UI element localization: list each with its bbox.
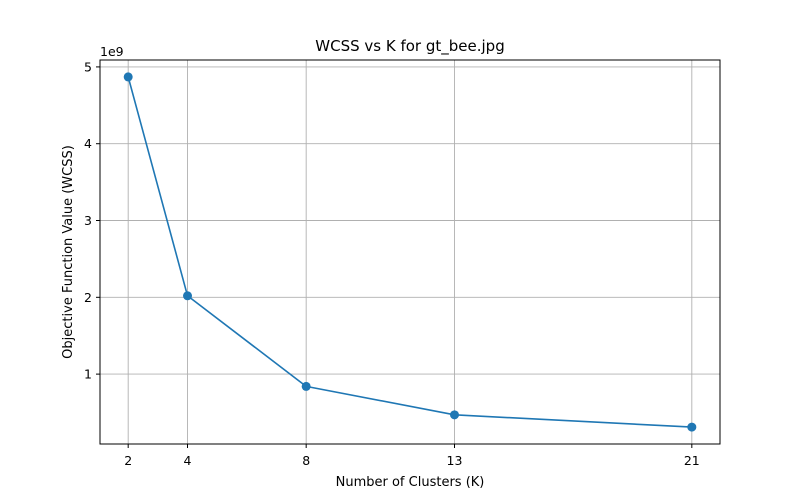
chart-title: WCSS vs K for gt_bee.jpg [315,37,504,56]
series-layer [123,72,697,432]
data-point [687,422,697,432]
data-point [123,72,133,82]
x-tick-label: 4 [184,453,192,468]
y-tick-label: 4 [84,136,92,151]
x-tick-label: 8 [302,453,310,468]
data-point [301,381,311,391]
data-point [183,291,193,301]
series-line [127,76,692,428]
data-point [449,410,459,420]
y-axis-offset-label: 1e9 [100,44,124,59]
x-tick-label: 13 [447,453,463,468]
x-tick-label: 2 [124,453,132,468]
y-axis-label: Objective Function Value (WCSS) [61,145,76,359]
grid-layer [100,60,720,444]
y-tick-label: 2 [84,290,92,305]
x-tick-label: 21 [684,453,700,468]
plot-area-frame [99,59,721,445]
y-tick-label: 1 [84,367,92,382]
y-tick-label: 5 [84,59,92,74]
x-axis-label: Number of Clusters (K) [336,475,485,490]
y-tick-label: 3 [84,213,92,228]
